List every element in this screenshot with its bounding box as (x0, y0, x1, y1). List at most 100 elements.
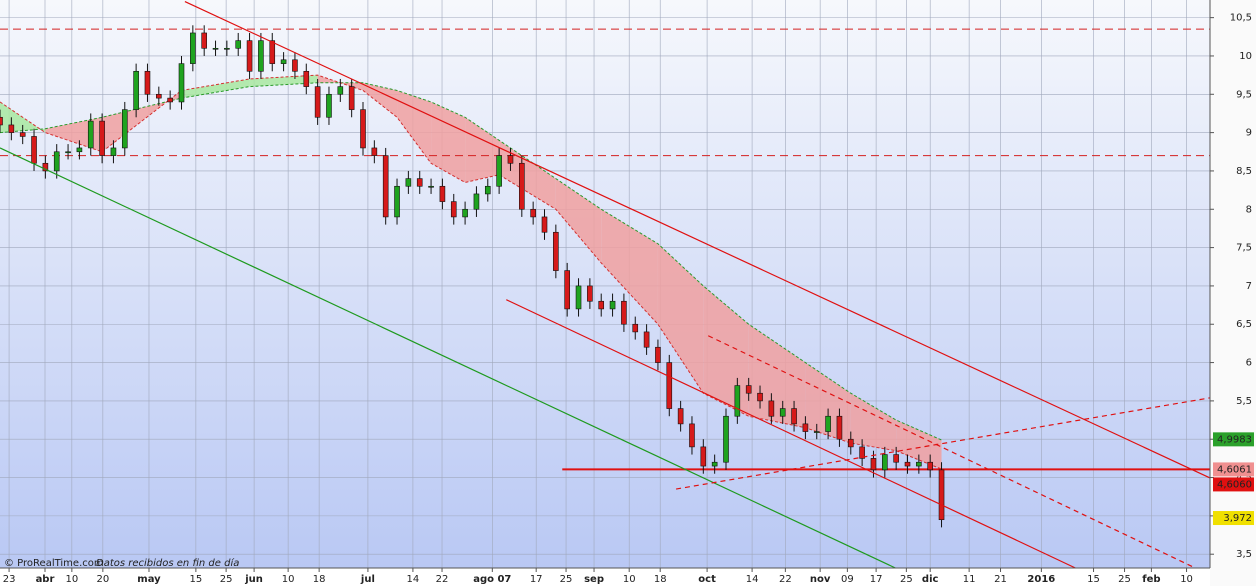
candle-body (31, 136, 37, 164)
candle-body (382, 155, 389, 218)
candle-body (507, 155, 514, 164)
candle-body (76, 147, 83, 153)
candle-body (598, 300, 605, 310)
x-tick-label: 14 (746, 574, 759, 585)
candle-body (916, 461, 922, 467)
x-tick-label: dic (922, 574, 939, 585)
candle-body (700, 446, 707, 467)
candle-body (666, 362, 673, 409)
candle-body (462, 208, 468, 218)
price-label-box (1213, 477, 1254, 492)
price-label: 4,9983 (1217, 434, 1252, 445)
trend-line (675, 397, 1211, 490)
average-fill (397, 90, 432, 164)
x-tick-label: 25 (220, 574, 233, 585)
candle-body (859, 446, 865, 459)
candle-body (19, 132, 26, 137)
price-label: 3,972 (1223, 513, 1252, 524)
candle-body (587, 285, 593, 302)
candle-body (484, 185, 491, 195)
candle-body (110, 147, 117, 156)
candle-body (530, 208, 536, 218)
candle-body (927, 461, 933, 471)
y-tick-label: 9,5 (1236, 89, 1252, 100)
x-tick-label: jul (360, 574, 375, 585)
candle-body (258, 40, 264, 72)
x-tick-label: 25 (1118, 574, 1131, 585)
candle-body (450, 201, 457, 218)
candle-body (711, 461, 718, 467)
marks (0, 0, 1211, 569)
candle-body (167, 97, 173, 103)
candle-body (575, 285, 582, 310)
moving-average (0, 82, 942, 441)
average-fill (657, 243, 704, 394)
x-tick-label: 18 (654, 574, 667, 585)
candle-body (643, 331, 650, 348)
candle-body (246, 40, 253, 72)
average-fill (363, 82, 398, 118)
x-tick-label: 22 (436, 574, 449, 585)
candle-body (156, 93, 162, 99)
average-fill (499, 140, 556, 210)
x-tick-label: 10 (623, 574, 636, 585)
price-label-box (1213, 432, 1254, 447)
y-tick-label: 10 (1239, 51, 1252, 62)
x-tick-label: may (137, 574, 161, 585)
x-tick-label: 18 (313, 574, 326, 585)
x-tick-label: 15 (1087, 574, 1100, 585)
candle-body (235, 40, 242, 49)
average-fill (181, 78, 250, 99)
candle-body (553, 231, 559, 271)
average-fill (555, 178, 602, 263)
candle-body (745, 385, 752, 394)
candle-body (144, 70, 151, 95)
candle-body (882, 454, 888, 471)
source: © ProRealTime.com (4, 558, 104, 569)
candle-body (65, 151, 71, 154)
candle-body (8, 124, 15, 133)
candle-body (314, 86, 321, 118)
candle-body (847, 438, 854, 448)
grid (0, 0, 1210, 568)
candle-body (496, 155, 502, 187)
y-tick-label: 8,5 (1236, 166, 1252, 177)
average-fill (102, 90, 182, 152)
x-tick-label: 21 (994, 574, 1007, 585)
y-tick-label: 9 (1246, 128, 1252, 139)
x-tick-label: 2016 (1027, 574, 1055, 585)
candle-body (893, 454, 899, 463)
candle-body (870, 458, 877, 471)
candle-body (473, 193, 480, 210)
candle-body (779, 408, 786, 417)
candle-body (42, 162, 49, 172)
candle-body (564, 270, 570, 310)
x-tick-label: 23 (3, 574, 16, 585)
x-tick-label: 10 (1180, 574, 1193, 585)
x-tick-label: 17 (530, 574, 543, 585)
candle-body (348, 86, 355, 110)
x-tick-label: 14 (407, 574, 420, 585)
x-tick-label: sep (584, 574, 604, 585)
candle-body (416, 178, 423, 187)
candle-body (280, 59, 287, 64)
moving-average (0, 74, 942, 470)
candle-body (632, 323, 639, 333)
price-label-box (1213, 511, 1254, 526)
candle-body (825, 415, 831, 432)
x-tick-label: 10 (282, 574, 295, 585)
candle-body (791, 408, 797, 425)
x-tick-label: ago 07 (473, 574, 511, 585)
candle-body (303, 70, 310, 87)
trend-line (184, 0, 1211, 479)
x-tick-label: 25 (560, 574, 573, 585)
candle-body (519, 162, 525, 210)
candle-body (292, 59, 298, 72)
x-tick-label: 11 (963, 574, 976, 585)
candle-body (621, 300, 627, 325)
x-tick-label: 20 (96, 574, 109, 585)
average-fill (850, 393, 897, 451)
candle-body (0, 116, 3, 126)
x-tick-label: 22 (779, 574, 792, 585)
